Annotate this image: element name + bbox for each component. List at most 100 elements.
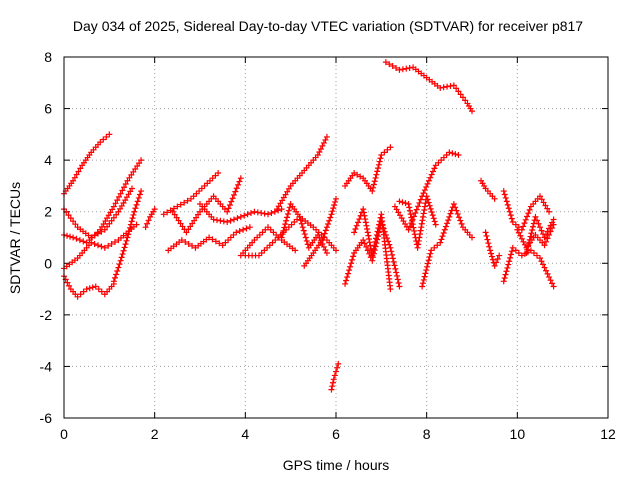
data-point [434,242,441,249]
data-point [389,255,396,262]
data-point [216,240,223,247]
data-point [424,180,431,187]
data-point [329,383,336,390]
data-point [501,191,508,198]
data-point [540,199,547,206]
data-point [217,217,224,224]
data-point [440,84,447,91]
data-point [298,220,305,227]
data-point [115,264,122,271]
data-point [314,231,321,238]
data-point [494,255,501,262]
data-point [502,271,509,278]
series-sat-16 [301,195,339,269]
series-sat-06 [110,188,145,285]
data-point [106,220,113,227]
data-point [459,94,466,101]
data-point [346,267,353,274]
data-point [375,161,382,168]
data-point [361,212,368,219]
data-point [388,248,395,255]
data-point [428,247,435,254]
data-point [373,171,380,178]
data-point [428,209,435,216]
data-point [261,210,268,217]
data-point [130,211,137,218]
data-point [442,223,449,230]
series-sat-23 [396,193,439,251]
data-point [437,84,444,91]
data-point [328,211,335,218]
data-point [411,227,418,234]
data-point [372,174,379,181]
data-point [350,253,357,260]
data-point [184,197,191,204]
data-point [394,276,401,283]
data-point [304,241,311,248]
data-point [160,211,167,218]
data-point [532,213,539,220]
data-point [440,229,447,236]
data-point [422,270,429,277]
data-point [450,200,457,207]
data-point [405,226,412,233]
data-point [127,221,134,228]
data-point [458,220,465,227]
data-point [248,210,254,217]
data-point [119,251,126,258]
data-point [489,256,496,263]
data-point [544,235,551,242]
data-point [326,217,333,224]
data-point [538,227,545,234]
data-point [504,201,511,208]
data-point [110,203,117,210]
data-point [427,205,434,212]
data-point [282,221,289,228]
data-point [370,181,377,188]
data-point [356,216,363,223]
data-point [525,210,532,217]
data-point [382,59,389,66]
data-point [371,242,378,249]
data-point [372,238,379,245]
data-point [144,220,151,227]
data-point [369,252,376,259]
data-point [395,279,402,286]
data-point [376,158,383,165]
data-point [524,246,531,253]
data-point [345,270,352,277]
data-point [411,231,418,238]
data-point [406,204,413,211]
data-point [449,150,456,157]
data-point [100,136,107,143]
data-point [426,202,433,209]
data-point [396,66,403,73]
data-point [370,245,377,252]
data-point [292,247,299,254]
data-point [365,232,372,239]
data-point [177,201,184,208]
data-point [215,170,222,177]
data-point [121,184,128,191]
data-point [265,211,271,218]
data-point [421,273,428,280]
data-point [403,65,410,72]
data-point [110,214,117,221]
data-point [514,226,521,233]
data-point [281,224,288,231]
data-point [233,229,240,236]
data-point [374,228,381,235]
data-point [138,188,145,195]
data-point [533,217,540,224]
data-point [70,218,77,225]
data-point [386,61,393,68]
data-point [523,249,530,256]
data-point [283,217,290,224]
data-point [118,254,125,261]
data-point [113,211,120,218]
data-point [424,260,431,267]
data-point [392,265,399,272]
data-point [546,225,553,232]
data-point [334,364,341,371]
